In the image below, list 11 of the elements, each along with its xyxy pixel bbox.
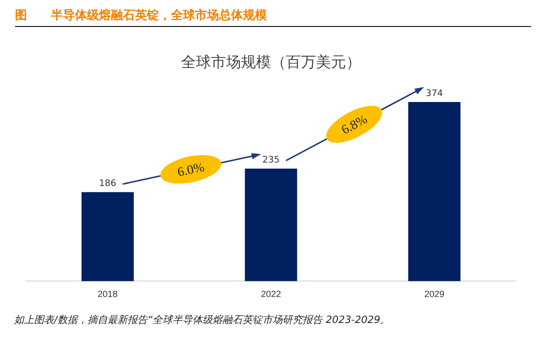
annotation: 6.8% — [338, 111, 370, 138]
x-tick-label: 2018 — [98, 289, 118, 300]
text: 如上图表/数据，摘自最新报告“全球半导体级熔融石英锭市场研究报告 2023-2029。 — [14, 314, 390, 327]
annotation: 6.0% — [176, 159, 206, 180]
data-label: 235 — [262, 155, 280, 166]
data-label: 374 — [426, 88, 444, 99]
chart-title: 图 半导体级熔融石英锭，全球市场总体规模 — [15, 6, 531, 27]
x-tick-label: 2029 — [424, 289, 444, 300]
x-tick-label: 2022 — [260, 289, 282, 300]
data-label: 186 — [99, 178, 117, 189]
chart-subtitle: 全球市场规模（百万美元） — [181, 52, 361, 71]
